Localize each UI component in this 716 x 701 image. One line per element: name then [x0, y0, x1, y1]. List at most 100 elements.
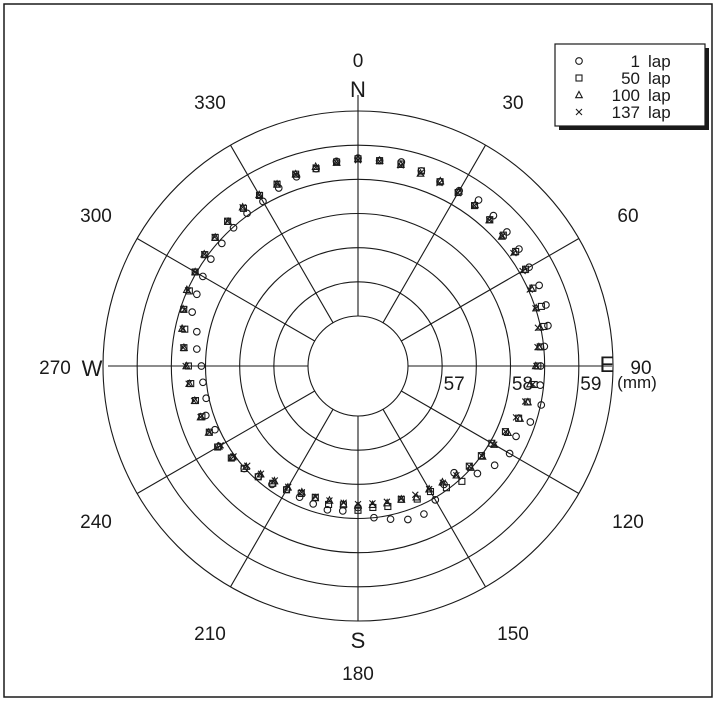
- point-1-lap: [192, 290, 201, 299]
- legend-label-unit: lap: [648, 52, 671, 71]
- point-137-lap: [534, 324, 542, 332]
- point-1-lap-shape: [489, 211, 498, 220]
- polar-grid: [102, 95, 614, 622]
- grid-spoke: [382, 409, 486, 588]
- point-137-lap: [312, 493, 319, 501]
- point-1-lap: [192, 327, 201, 336]
- compass-label-east: E: [600, 352, 615, 377]
- point-137-lap: [454, 189, 462, 197]
- point-1-lap-shape: [323, 505, 332, 514]
- grid-spoke: [136, 238, 315, 342]
- point-137-lap: [532, 304, 539, 312]
- legend-label-number: 1: [631, 52, 640, 71]
- point-1-lap-shape: [229, 223, 238, 232]
- point-137-lap-stroke: [478, 452, 486, 460]
- point-137-lap-stroke: [273, 180, 281, 187]
- grid-spoke: [230, 409, 334, 588]
- point-137-lap-stroke: [185, 380, 193, 388]
- point-137-lap-stroke: [425, 485, 433, 493]
- point-137-lap: [179, 325, 187, 333]
- angle-tick-label: 180: [342, 664, 374, 685]
- point-137-lap: [534, 343, 541, 351]
- point-137-lap-stroke: [383, 498, 391, 506]
- point-137-lap: [230, 453, 237, 460]
- point-50-lap-shape: [530, 380, 538, 389]
- point-100-lap: [196, 412, 205, 421]
- point-137-lap: [184, 286, 192, 294]
- point-100-lap: [466, 462, 476, 471]
- point-1-lap: [474, 196, 483, 204]
- grid-spoke: [401, 390, 580, 494]
- point-137-lap-stroke: [397, 161, 405, 169]
- point-1-lap-shape: [544, 321, 552, 330]
- point-137-lap-stroke: [326, 497, 333, 504]
- point-50-lap: [530, 380, 538, 389]
- angle-tick-label: 30: [502, 93, 523, 114]
- point-1-lap: [192, 345, 201, 353]
- point-137-lap-stroke: [298, 488, 306, 496]
- point-100-lap-shape: [416, 168, 425, 177]
- point-1-lap-shape: [192, 290, 201, 299]
- legend-items: 1 lap 50 lap 100 lap 137 lap: [574, 52, 671, 122]
- angle-tick-label: 300: [80, 206, 112, 227]
- point-100-lap: [256, 469, 265, 478]
- legend-cross-icon-stroke: [575, 108, 583, 116]
- point-1-lap: [512, 432, 520, 441]
- point-137-lap: [182, 362, 190, 370]
- point-1-lap-shape: [526, 418, 535, 426]
- point-1-lap-shape: [474, 196, 483, 204]
- point-137-lap-stroke: [485, 216, 493, 224]
- point-137-lap-stroke: [354, 156, 362, 164]
- angle-tick-label: 60: [617, 206, 638, 227]
- point-137-lap-stroke: [239, 203, 247, 211]
- point-137-lap: [354, 156, 362, 164]
- data-points: [177, 154, 552, 524]
- point-137-lap-stroke: [292, 171, 300, 179]
- point-100-lap: [283, 482, 293, 491]
- point-1-lap-shape: [207, 255, 215, 263]
- point-100-lap: [272, 179, 282, 188]
- radial-tick-label: 58: [512, 374, 533, 395]
- point-137-lap-stroke: [502, 428, 509, 436]
- point-137-lap: [417, 169, 425, 177]
- point-100-lap-shape: [515, 413, 525, 422]
- point-137-lap: [397, 161, 405, 169]
- point-137-lap-stroke: [205, 428, 213, 436]
- point-1-lap-shape: [370, 513, 378, 522]
- point-137-lap-stroke: [211, 233, 219, 241]
- point-137-lap: [191, 268, 199, 276]
- point-1-lap: [473, 469, 482, 478]
- point-137-lap-stroke: [532, 304, 539, 312]
- point-100-lap: [485, 215, 494, 224]
- point-1-lap: [544, 321, 552, 330]
- point-137-lap-stroke: [510, 249, 517, 257]
- point-137-lap-stroke: [529, 380, 537, 388]
- point-100-lap-shape: [478, 451, 487, 460]
- compass-label-north: N: [350, 77, 366, 102]
- point-100-lap: [490, 439, 499, 448]
- point-137-lap: [485, 216, 493, 224]
- point-137-lap-stroke: [471, 202, 478, 209]
- point-100-lap-shape: [490, 439, 499, 448]
- legend-triangle-icon: [574, 90, 584, 99]
- point-1-lap-shape: [542, 301, 550, 309]
- point-137-lap: [369, 500, 376, 507]
- point-100-lap: [424, 484, 434, 493]
- point-1-lap: [217, 239, 226, 248]
- point-137-lap: [340, 499, 348, 507]
- point-1-lap: [323, 505, 332, 514]
- point-137-lap-stroke: [271, 477, 279, 484]
- point-137-lap: [190, 397, 198, 405]
- point-137-lap: [271, 477, 279, 484]
- point-137-lap: [411, 491, 419, 499]
- point-1-lap: [526, 418, 535, 426]
- point-100-lap-shape: [497, 231, 507, 240]
- point-100-lap-shape: [196, 412, 205, 421]
- point-50-lap: [354, 506, 362, 514]
- point-100-lap: [211, 232, 220, 241]
- point-137-lap: [465, 462, 473, 470]
- point-137-lap-stroke: [333, 159, 341, 167]
- point-100-lap: [325, 495, 334, 504]
- point-137-lap-stroke: [182, 362, 190, 370]
- point-137-lap-stroke: [498, 232, 506, 240]
